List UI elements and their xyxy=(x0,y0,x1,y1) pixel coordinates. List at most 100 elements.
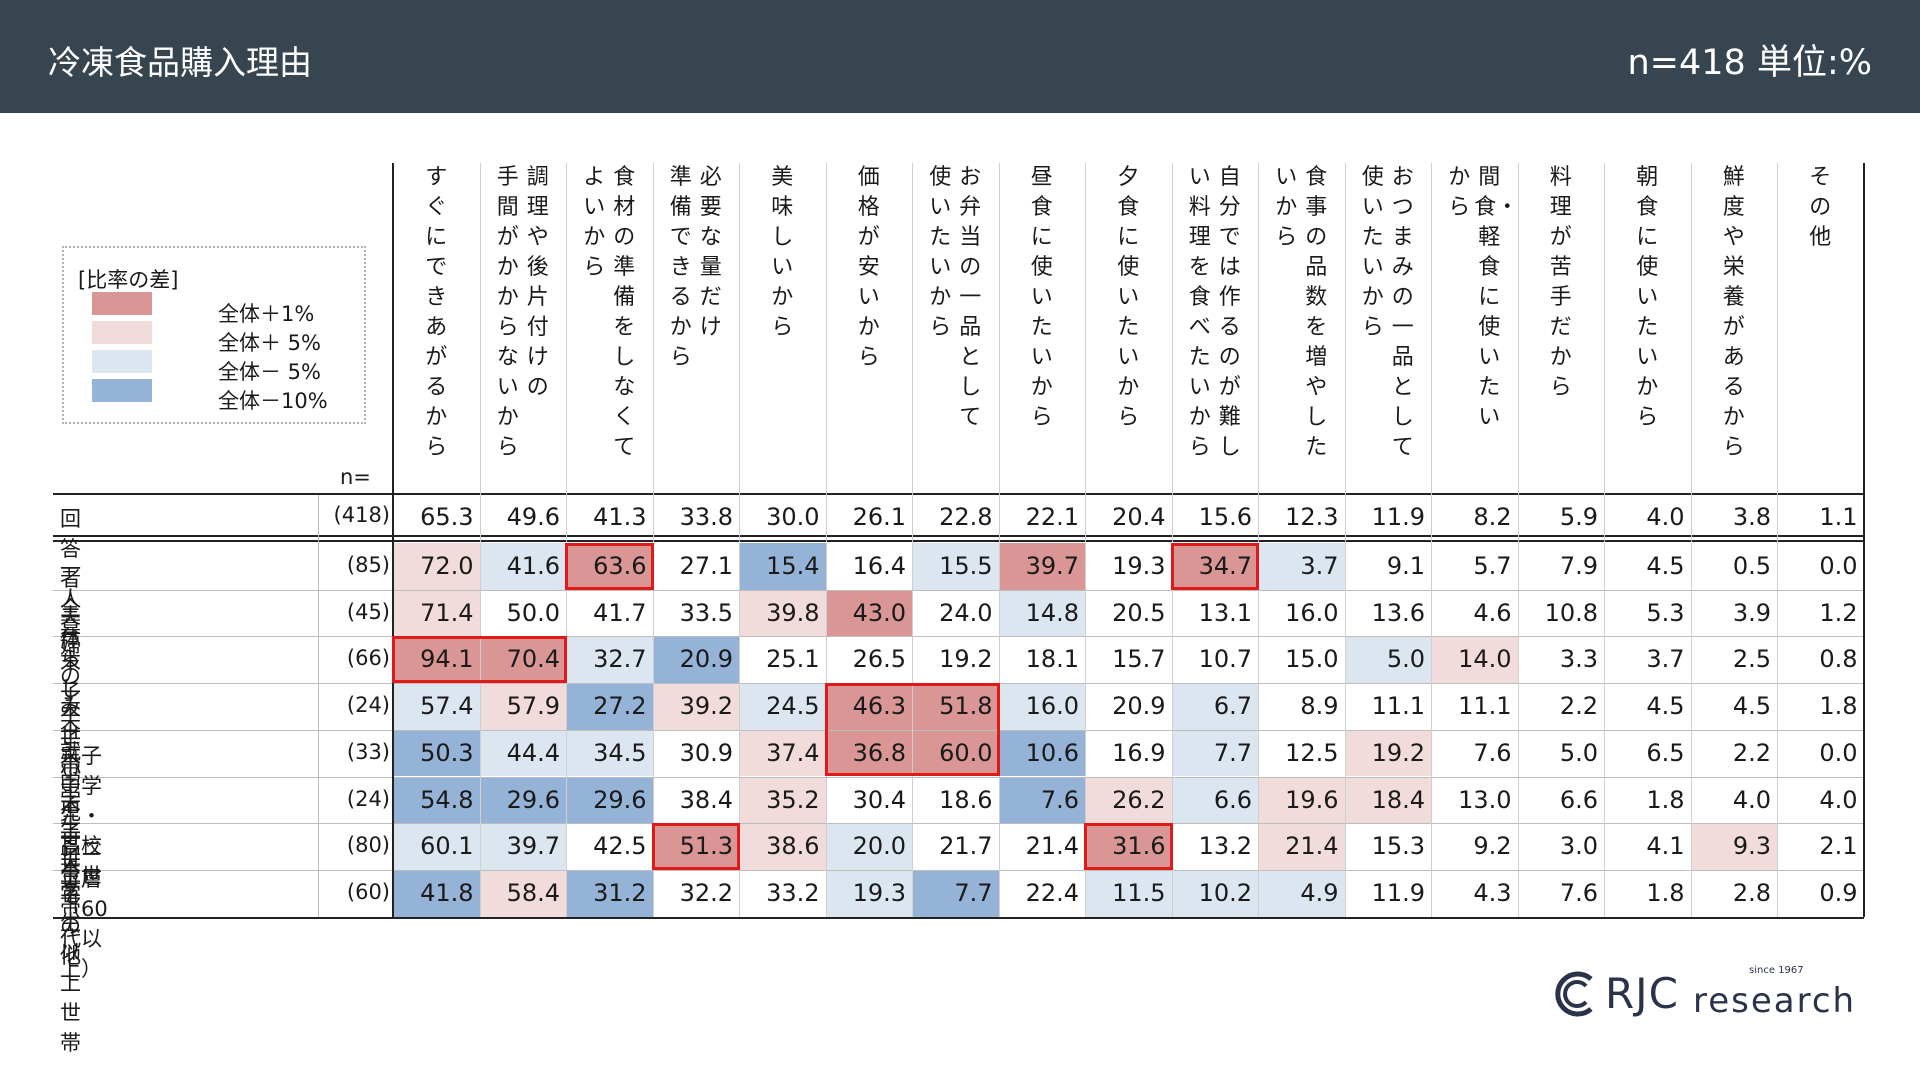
column-divider xyxy=(1344,163,1346,917)
table-cell: 41.8 xyxy=(420,878,474,907)
row-divider xyxy=(53,589,1864,591)
table-cell: 24.0 xyxy=(939,598,993,627)
column-divider xyxy=(1085,163,1086,917)
cell-shade xyxy=(825,589,912,637)
table-cell: 32.2 xyxy=(679,878,733,907)
table-cell: 16.0 xyxy=(1025,692,1079,721)
table-cell: 19.2 xyxy=(939,645,993,674)
total-cell: 65.3 xyxy=(420,503,474,531)
cell-shade xyxy=(1690,823,1777,870)
row-divider xyxy=(53,729,1864,731)
table-cell: 3.0 xyxy=(1559,832,1598,861)
total-cell: 11.9 xyxy=(1371,503,1425,531)
column-header: いから xyxy=(1275,165,1298,250)
row-label: その他 xyxy=(60,883,81,968)
table-cell: 19.2 xyxy=(1371,738,1425,767)
table-cell: 39.7 xyxy=(1025,552,1079,580)
table-cell: 8.9 xyxy=(1300,692,1339,721)
table-cell: 22.4 xyxy=(1025,878,1079,907)
label-column-divider xyxy=(392,163,394,917)
table-rule-bottom xyxy=(53,916,1864,919)
cell-shade xyxy=(998,776,1085,824)
table-cell: 6.7 xyxy=(1213,692,1252,721)
column-header: い料理を食べたいから xyxy=(1188,165,1211,460)
table-cell: 15.0 xyxy=(1285,645,1339,674)
table-cell: 58.4 xyxy=(506,878,560,907)
table-right-edge xyxy=(1862,163,1865,917)
cell-shade xyxy=(1171,729,1258,777)
table-cell: 72.0 xyxy=(420,552,474,580)
column-header: その他 xyxy=(1809,165,1832,250)
cell-shade xyxy=(566,729,653,777)
cell-shade xyxy=(912,683,999,730)
table-cell: 20.0 xyxy=(852,832,906,861)
table-cell: 4.3 xyxy=(1473,878,1512,907)
table-cell: 15.7 xyxy=(1112,645,1166,674)
table-cell: 15.4 xyxy=(766,552,820,580)
table-cell: 16.0 xyxy=(1285,598,1339,627)
table-cell: 60.1 xyxy=(420,832,474,861)
cell-shade xyxy=(393,589,480,637)
table-cell: 46.3 xyxy=(852,692,906,721)
table-cell: 19.6 xyxy=(1285,785,1339,814)
table-cell: 16.4 xyxy=(852,552,906,580)
cell-shade xyxy=(739,729,826,777)
cell-shade xyxy=(393,869,480,917)
column-divider xyxy=(998,163,1000,917)
total-cell: 5.9 xyxy=(1559,503,1598,531)
row-label: 夫婦のみ世帯 xyxy=(60,603,81,778)
table-cell: 9.3 xyxy=(1732,832,1771,861)
table-cell: 43.0 xyxy=(852,598,906,627)
row-n: (85) xyxy=(346,553,390,577)
table-cell: 11.1 xyxy=(1458,692,1512,721)
total-cell: 33.8 xyxy=(679,503,733,531)
table-cell: 6.6 xyxy=(1559,785,1598,814)
total-cell: 1.1 xyxy=(1819,503,1858,531)
table-cell: 18.6 xyxy=(939,785,993,814)
table-cell: 2.1 xyxy=(1819,832,1858,861)
cell-shade xyxy=(393,823,480,870)
row-label: シニア層（60代以上） xyxy=(60,837,108,982)
column-divider xyxy=(1604,163,1605,917)
cell-shade xyxy=(1258,543,1345,590)
table-cell: 4.5 xyxy=(1646,552,1685,580)
cell-shade xyxy=(393,636,480,684)
column-header: お弁当の一品として xyxy=(959,165,982,430)
table-cell: 7.7 xyxy=(954,878,993,907)
table-cell: 18.1 xyxy=(1025,645,1079,674)
column-divider xyxy=(825,163,827,917)
total-cell: 3.8 xyxy=(1732,503,1771,531)
legend-label-high: 全体＋1% xyxy=(218,302,315,326)
cell-shade xyxy=(566,683,653,730)
column-header: 鮮度や栄養があるから xyxy=(1722,165,1745,460)
table-cell: 7.6 xyxy=(1040,785,1079,814)
table-cell: 2.5 xyxy=(1732,645,1771,674)
total-cell: 41.3 xyxy=(593,503,647,531)
cell-shade xyxy=(393,729,480,777)
total-row-n: (418) xyxy=(333,503,390,527)
total-cell: 20.4 xyxy=(1112,503,1166,531)
cell-shade xyxy=(1171,869,1258,917)
column-divider xyxy=(1777,163,1778,917)
table-cell: 26.5 xyxy=(852,645,906,674)
table-cell: 31.2 xyxy=(593,878,647,907)
cell-shade xyxy=(479,776,566,824)
table-cell: 0.5 xyxy=(1732,552,1771,580)
table-cell: 0.0 xyxy=(1819,552,1858,580)
table-cell: 7.9 xyxy=(1559,552,1598,580)
cell-shade xyxy=(1085,823,1172,870)
cell-shade xyxy=(1344,636,1431,684)
table-cell: 3.7 xyxy=(1300,552,1339,580)
column-header: 自分では作るのが難し xyxy=(1218,165,1241,460)
cell-shade xyxy=(479,636,566,684)
column-header: 食事の品数を増やした xyxy=(1305,165,1328,460)
table-cell: 50.3 xyxy=(420,738,474,767)
table-cell: 29.6 xyxy=(506,785,560,814)
column-header: おつまみの一品として xyxy=(1391,165,1414,460)
table-cell: 41.6 xyxy=(506,552,560,580)
cell-shade xyxy=(1344,776,1431,824)
table-cell: 57.4 xyxy=(420,692,474,721)
legend-swatch-midhigh xyxy=(92,321,152,344)
table-rule-total-2 xyxy=(53,540,1864,542)
row-divider xyxy=(53,869,1864,871)
